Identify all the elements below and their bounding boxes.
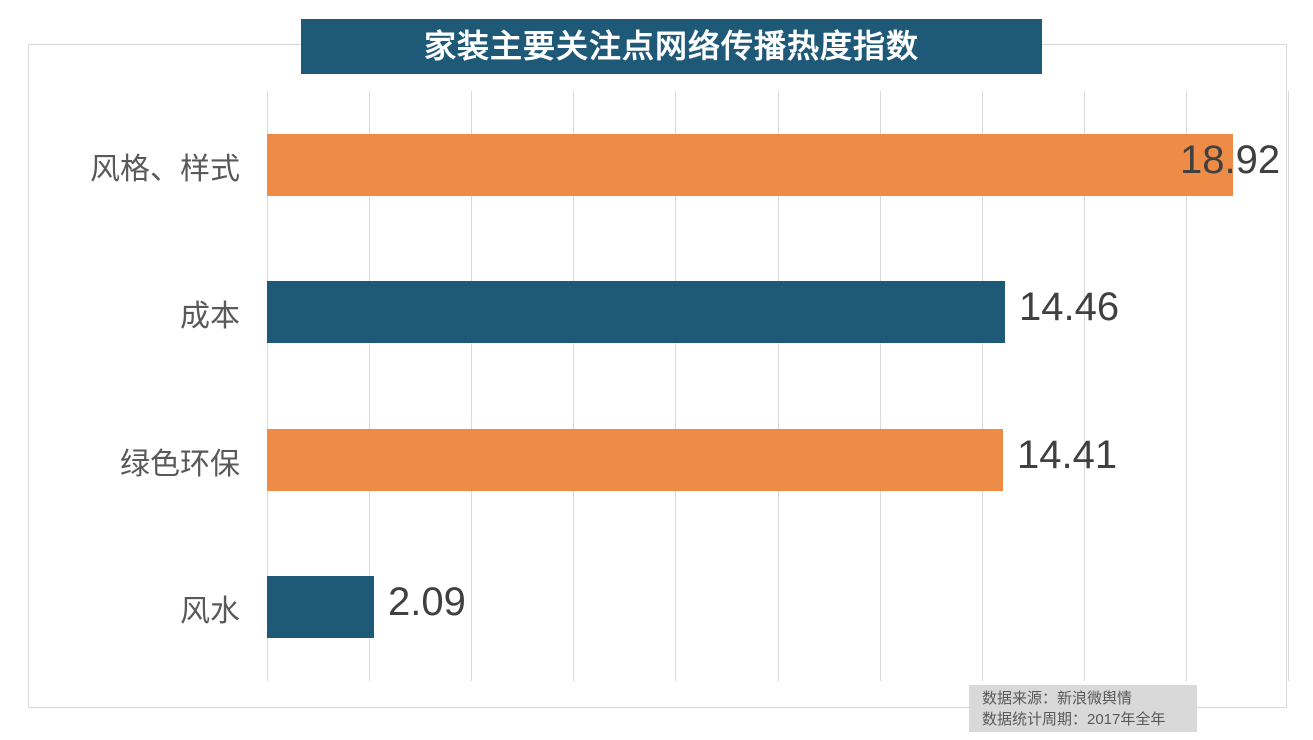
source-note-line1: 数据来源：新浪微舆情 <box>982 690 1133 707</box>
bar-0 <box>267 134 1233 196</box>
category-label: 绿色环保 <box>120 448 240 481</box>
gridline <box>267 91 268 681</box>
gridline <box>573 91 575 681</box>
gridline <box>369 91 371 681</box>
gridline <box>675 91 677 681</box>
gridline <box>981 91 983 681</box>
gridline <box>1185 91 1187 681</box>
source-note-line2: 数据统计周期：2017年全年 <box>982 711 1166 728</box>
gridline <box>471 91 473 681</box>
gridline <box>777 91 779 681</box>
value-label: 14.46 <box>1019 285 1120 329</box>
bar-2 <box>267 429 1003 491</box>
value-label: 18.92 <box>1180 138 1281 182</box>
category-label: 风水 <box>180 595 240 628</box>
value-label: 14.41 <box>1017 433 1118 477</box>
value-label: 2.09 <box>388 580 466 624</box>
category-label: 风格、样式 <box>90 153 240 186</box>
gridline <box>879 91 881 681</box>
bar-3 <box>267 576 374 638</box>
gridline <box>1288 91 1289 681</box>
bar-1 <box>267 281 1005 343</box>
category-label: 成本 <box>180 300 240 333</box>
source-note: 数据来源：新浪微舆情 数据统计周期：2017年全年 <box>969 685 1197 732</box>
gridline <box>1083 91 1085 681</box>
chart-title: 家装主要关注点网络传播热度指数 <box>301 19 1042 74</box>
